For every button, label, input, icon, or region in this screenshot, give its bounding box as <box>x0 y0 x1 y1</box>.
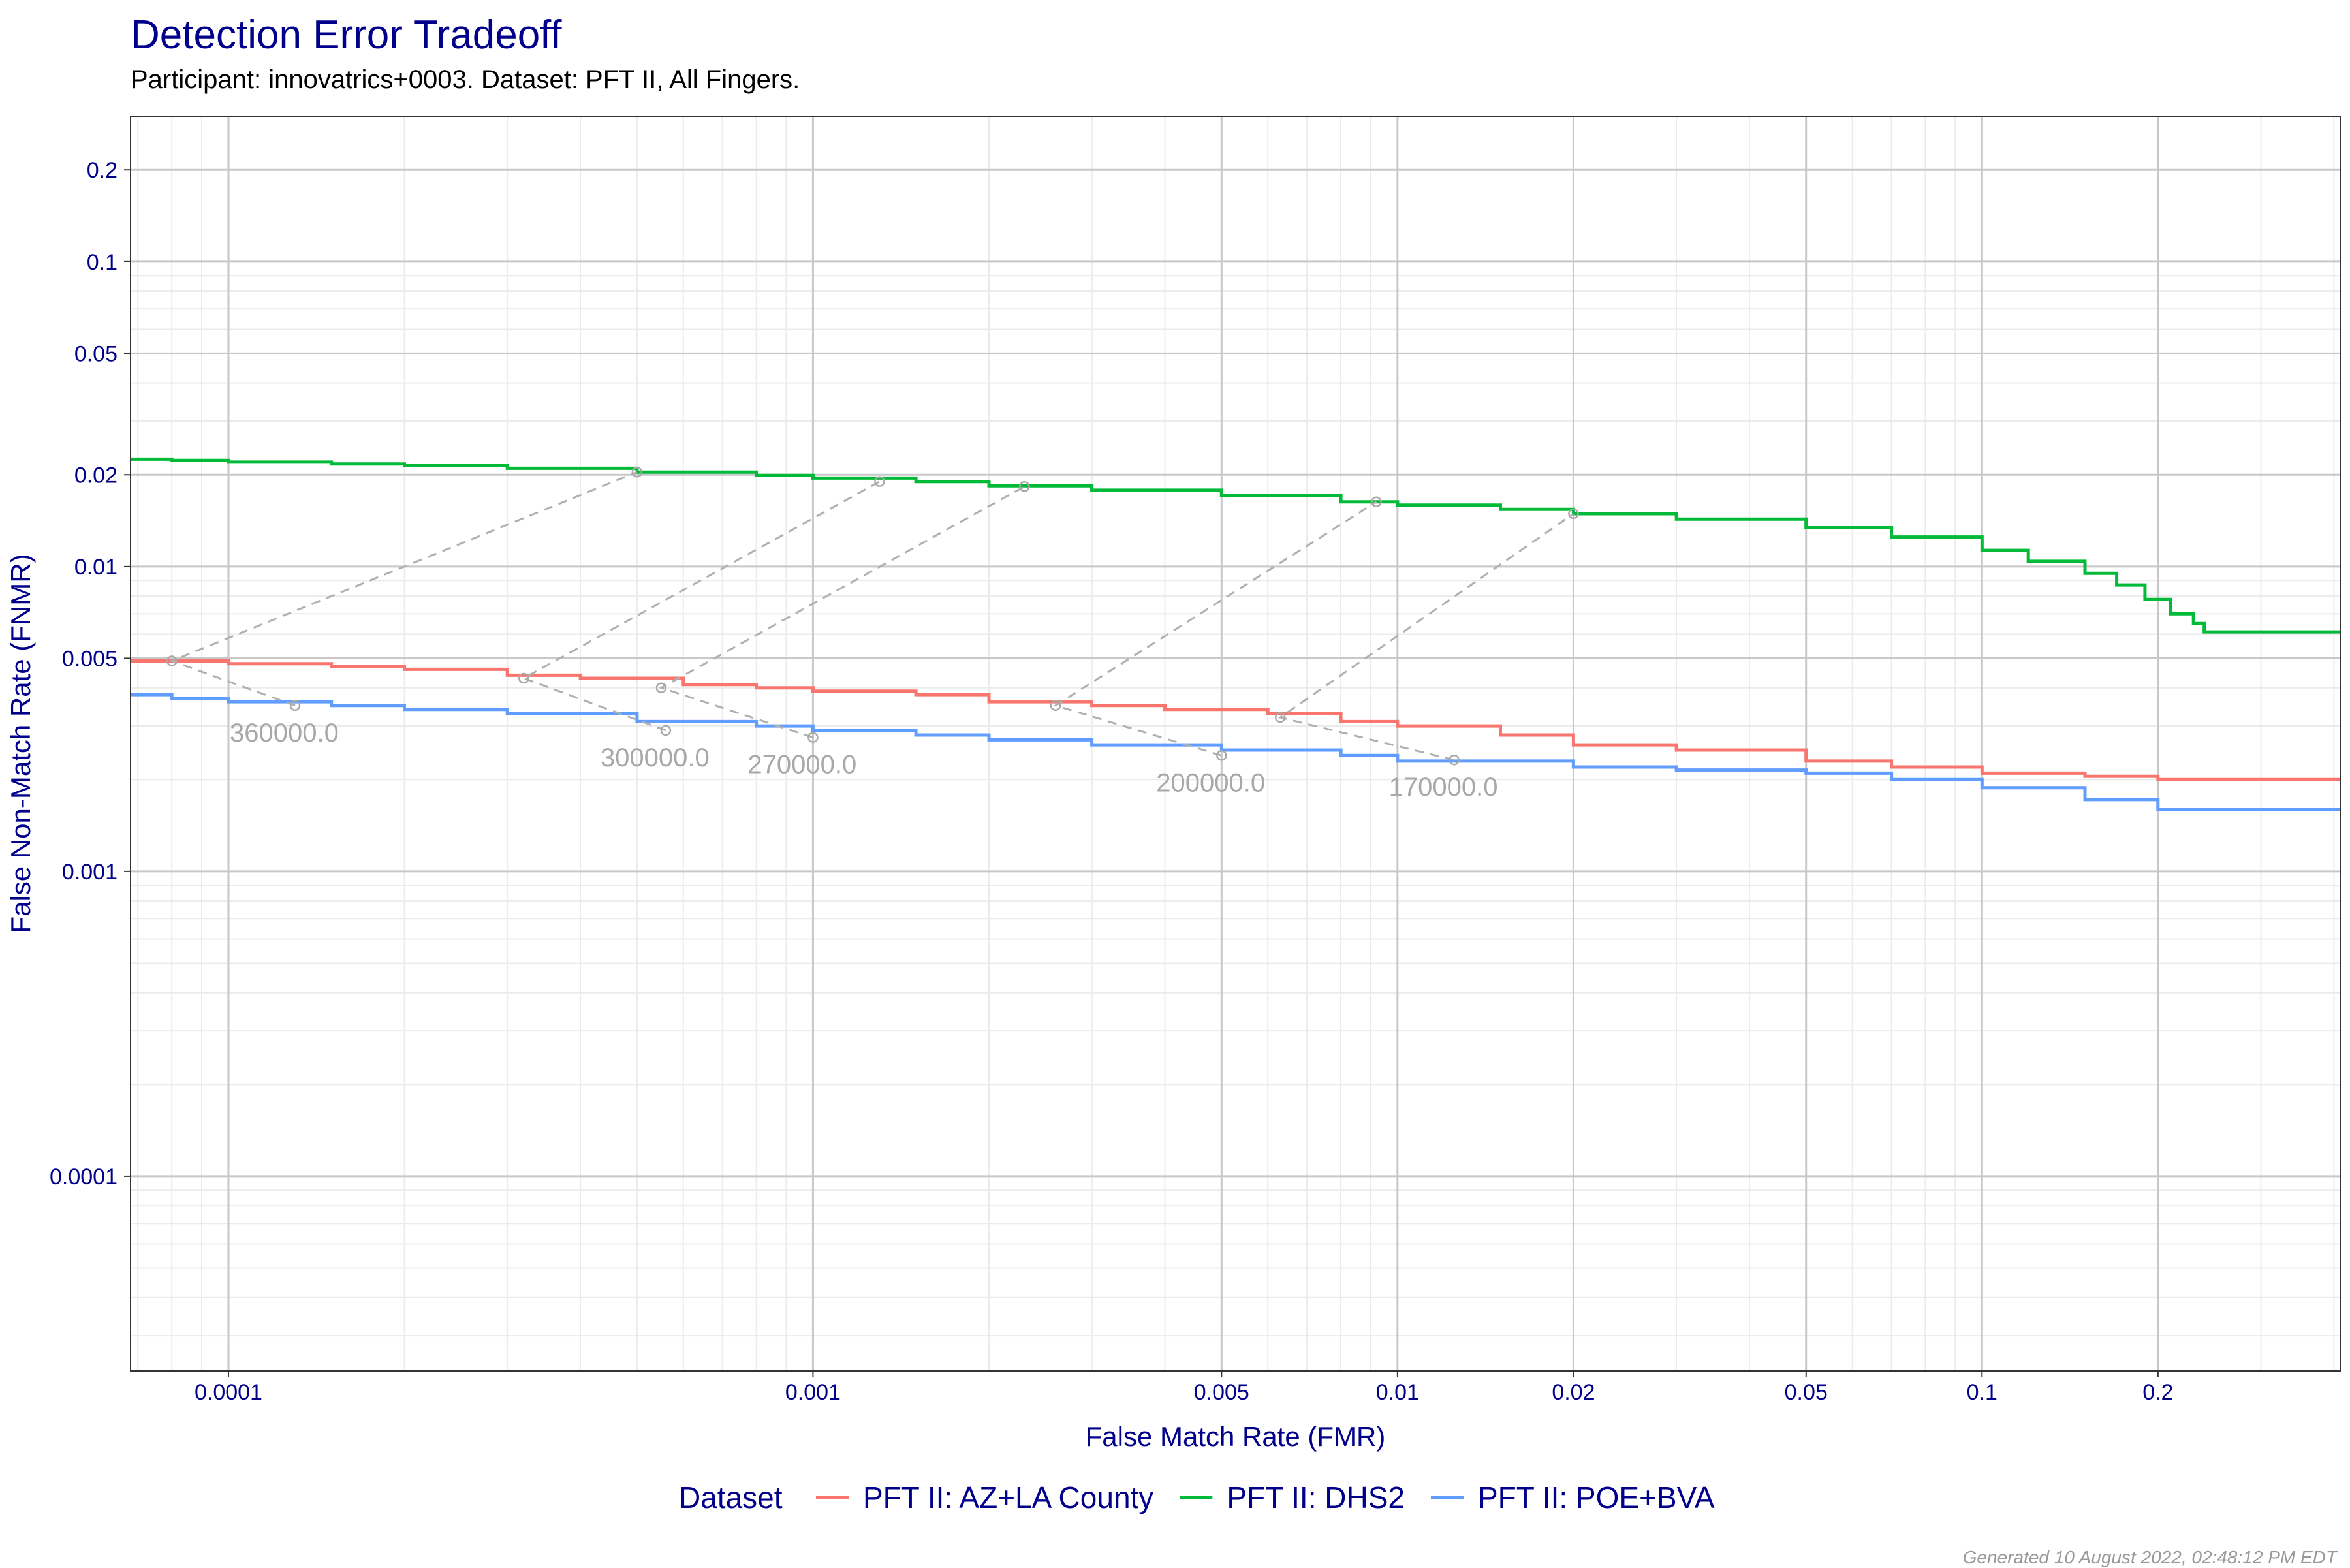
x-axis-title: False Match Rate (FMR) <box>1086 1421 1386 1452</box>
generated-timestamp: Generated 10 August 2022, 02:48:12 PM ED… <box>1962 1547 2337 1567</box>
threshold-marker <box>807 732 819 743</box>
x-tick-label: 0.05 <box>1785 1380 1828 1405</box>
x-tick-label: 0.01 <box>1376 1380 1419 1405</box>
threshold-marker <box>1216 750 1227 761</box>
threshold-connector <box>1053 501 1377 757</box>
y-tick-label: 0.05 <box>74 341 118 366</box>
threshold-marker <box>660 725 672 736</box>
threshold-label: 360000.0 <box>230 719 339 747</box>
y-tick-label: 0.0001 <box>50 1165 118 1189</box>
threshold-marker <box>1050 700 1061 712</box>
legend-title: Dataset <box>679 1481 783 1514</box>
y-tick-label: 0.2 <box>87 158 118 183</box>
threshold-marker <box>518 672 529 684</box>
chart-title: Detection Error Tradeoff <box>131 12 562 57</box>
threshold-annotations: 360000.0 300000.0 270000.0 200000.0 170000.0 <box>166 466 1579 802</box>
legend: Dataset PFT II: AZ+LA County PFT II: DHS2… <box>679 1481 1715 1514</box>
x-axis-ticks: 0.0001 0.001 0.005 0.01 0.02 0.05 0.1 0.2 <box>195 1371 2173 1405</box>
x-tick-label: 0.0001 <box>195 1380 262 1405</box>
x-tick-label: 0.005 <box>1194 1380 1249 1405</box>
threshold-connector <box>521 480 881 732</box>
y-tick-label: 0.1 <box>87 250 118 275</box>
threshold-marker <box>1449 754 1460 766</box>
legend-label: PFT II: POE+BVA <box>1478 1481 1715 1514</box>
grid-major <box>131 116 2340 1371</box>
plot-panel-border <box>130 116 2341 1372</box>
chart-subtitle: Participant: innovatrics+0003. Dataset: … <box>131 65 800 94</box>
y-axis-title: False Non-Match Rate (FNMR) <box>5 554 36 933</box>
y-axis-ticks: 0.0001 0.001 0.005 0.01 0.02 0.05 0.1 0.2 <box>50 158 131 1189</box>
threshold-label: 300000.0 <box>601 744 710 772</box>
x-tick-label: 0.02 <box>1552 1380 1595 1405</box>
threshold-connector <box>169 471 638 707</box>
legend-label: PFT II: DHS2 <box>1227 1481 1405 1514</box>
series-line-pft-ii-dhs2 <box>131 457 2340 634</box>
threshold-marker <box>1568 508 1579 520</box>
threshold-marker <box>631 466 643 478</box>
y-tick-label: 0.02 <box>74 463 118 488</box>
series-line-pft-ii-az-la-county <box>131 659 2340 781</box>
threshold-connector <box>659 485 1026 739</box>
threshold-label: 270000.0 <box>747 751 856 779</box>
legend-label: PFT II: AZ+LA County <box>863 1481 1153 1514</box>
y-tick-label: 0.005 <box>62 646 118 671</box>
threshold-marker <box>166 655 178 666</box>
threshold-label: 200000.0 <box>1156 768 1265 797</box>
threshold-marker <box>289 700 301 712</box>
y-tick-label: 0.001 <box>62 860 118 885</box>
y-tick-label: 0.01 <box>74 555 118 580</box>
series-lines <box>131 457 2340 811</box>
x-tick-label: 0.1 <box>1967 1380 1998 1405</box>
threshold-connector <box>1277 512 1574 761</box>
threshold-marker <box>1019 481 1030 492</box>
x-tick-label: 0.2 <box>2142 1380 2173 1405</box>
threshold-label: 170000.0 <box>1389 773 1498 802</box>
grid-minor <box>131 116 2340 1371</box>
threshold-marker <box>874 476 885 487</box>
threshold-marker <box>1274 712 1286 723</box>
series-line-pft-ii-poe-bva <box>131 693 2340 811</box>
threshold-marker <box>655 682 667 693</box>
threshold-marker <box>1371 496 1382 508</box>
x-tick-label: 0.001 <box>785 1380 841 1405</box>
